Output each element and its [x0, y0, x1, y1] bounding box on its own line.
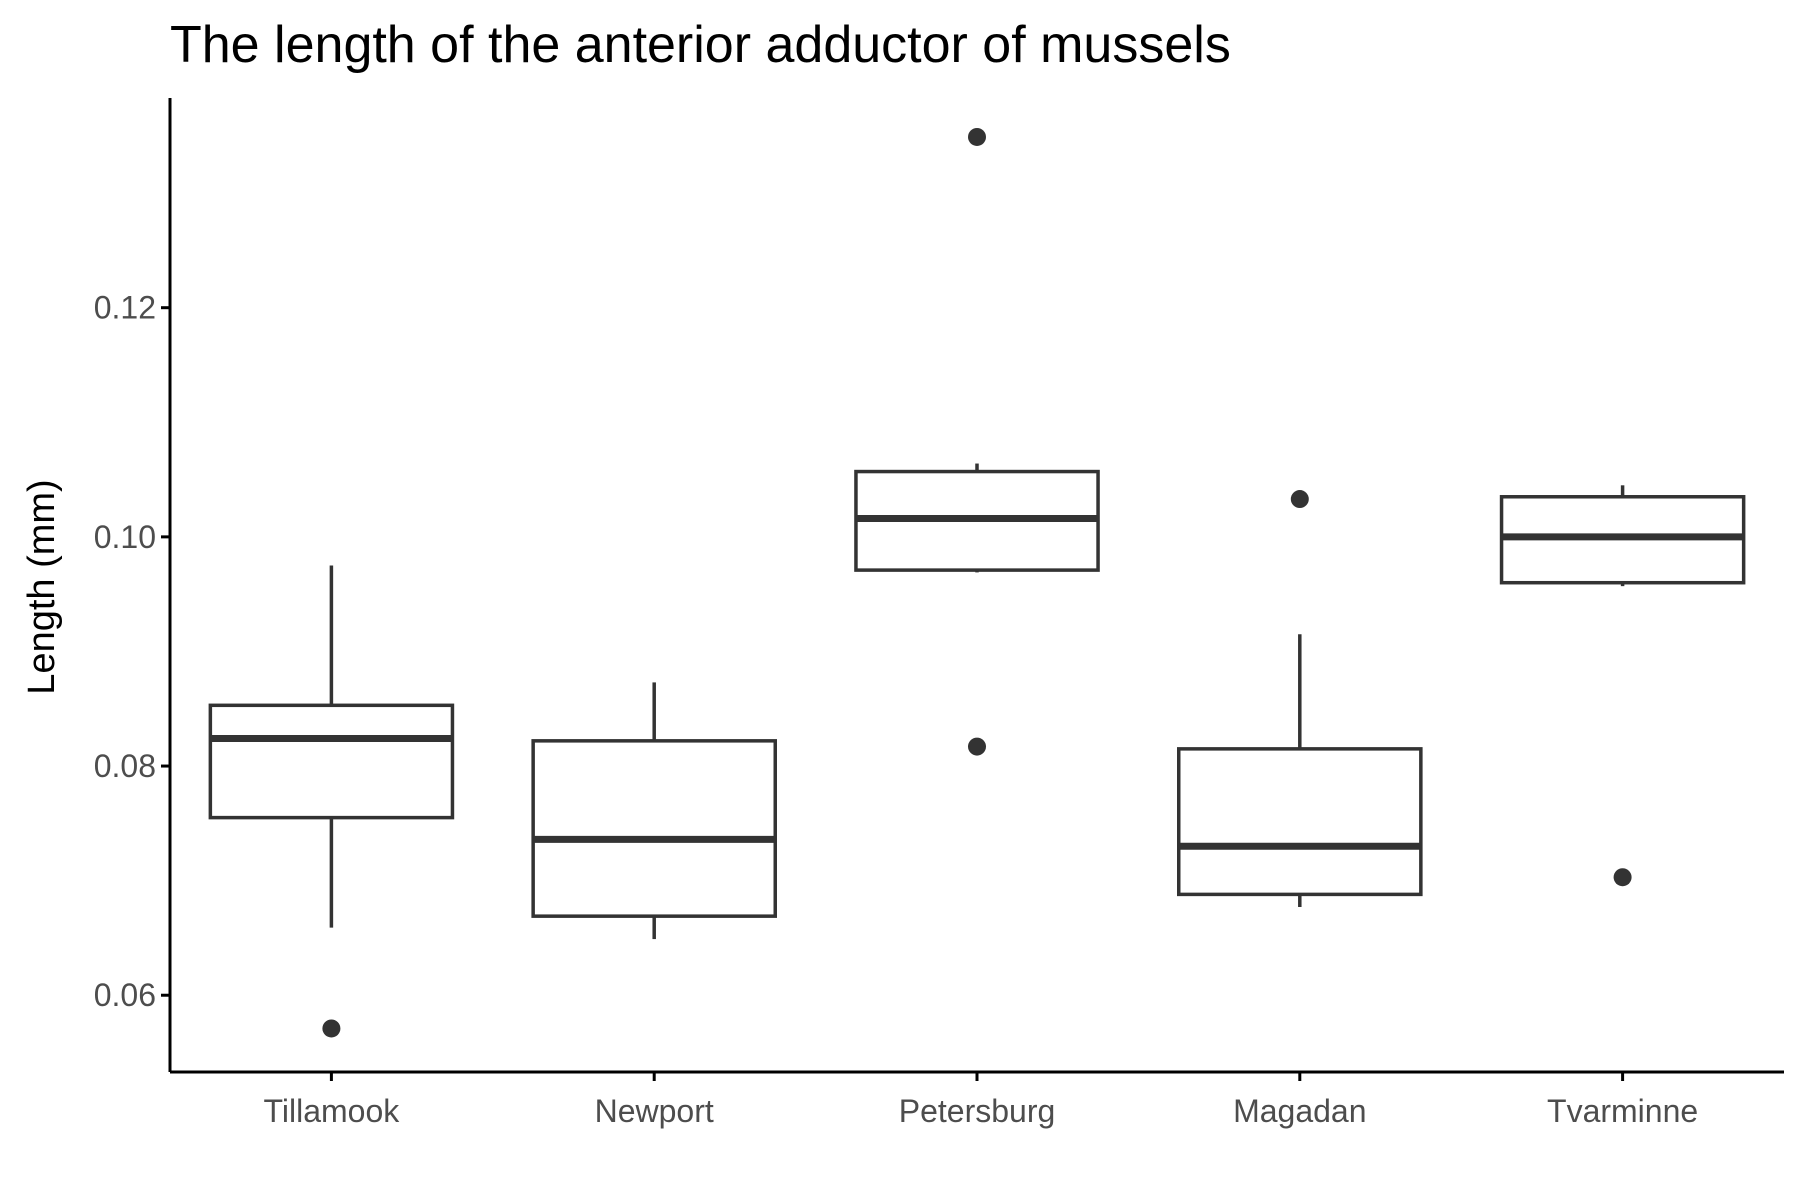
x-tick-label: Petersburg [899, 1093, 1056, 1129]
x-tick-label: Tvarminne [1547, 1093, 1698, 1129]
x-tick-label: Tillamook [264, 1093, 401, 1129]
x-tick-label: Magadan [1233, 1093, 1366, 1129]
outlier-point [322, 1019, 341, 1038]
outlier-point [1613, 868, 1632, 887]
y-tick-label: 0.12 [94, 290, 156, 326]
y-tick-label: 0.10 [94, 519, 156, 555]
outlier-point [968, 127, 986, 146]
outlier-point [1290, 490, 1309, 509]
x-tick-label: Newport [595, 1093, 714, 1129]
y-axis-title: Length (mm) [21, 479, 63, 694]
box-iqr [531, 739, 778, 918]
y-axis-ticks: 0.06 0.08 0.10 0.12 [94, 290, 170, 1013]
box-tillamook [208, 565, 455, 1038]
box-iqr [1177, 747, 1423, 897]
x-axis-ticks: Tillamook Newport Petersburg Magadan Tvarmin… [264, 1072, 1698, 1129]
y-tick-label: 0.06 [94, 977, 156, 1013]
box-petersburg [854, 127, 1100, 756]
chart-title: The length of the anterior adductor of m… [170, 16, 1231, 74]
outlier-point [968, 737, 986, 756]
box-magadan [1177, 490, 1423, 907]
y-tick-label: 0.08 [94, 748, 156, 784]
box-newport [531, 682, 778, 940]
box-iqr [208, 703, 455, 820]
box-tvarminne [1499, 485, 1746, 887]
boxplot-series [208, 127, 1746, 1038]
